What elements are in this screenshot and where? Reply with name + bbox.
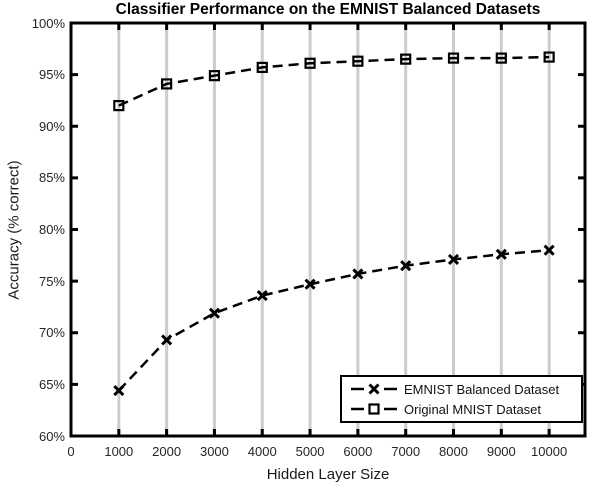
x-tick-label-5000: 5000: [295, 444, 325, 459]
x-tick-label-2000: 2000: [152, 444, 182, 459]
marker-x-point-10000: [543, 244, 555, 256]
y-tick-label-80%: 80%: [38, 222, 65, 237]
y-tick-label-100%: 100%: [31, 15, 65, 31]
series-line-0: [117, 248, 550, 392]
y-axis-label: Accuracy (% correct): [5, 160, 23, 300]
marker-x-point-7000: [400, 260, 412, 272]
marker-square-point-4000: [256, 61, 268, 73]
x-tick-label-10000: 10000: [531, 444, 568, 459]
marker-x-point-3000: [208, 307, 221, 319]
legend-entry-1: Original MNIST Dataset: [351, 400, 581, 419]
x-tick-label-9000: 9000: [486, 444, 516, 459]
marker-x-point-6000: [352, 268, 364, 280]
y-tick-label-95%: 95%: [38, 67, 65, 83]
marker-square-point-10000: [543, 51, 555, 63]
marker-square-point-9000: [495, 52, 507, 64]
marker-x-point-4000: [256, 290, 268, 302]
x-tick-label-0: 0: [67, 444, 75, 459]
series-line-1: [118, 55, 550, 107]
legend: EMNIST Balanced Dataset Original MNIST Da…: [340, 375, 583, 423]
marker-x-point-5000: [304, 278, 316, 290]
marker-x-point-9000: [495, 248, 507, 260]
marker-square-point-5000: [304, 57, 316, 69]
legend-x-sample-icon: [351, 383, 397, 395]
marker-square-point-7000: [400, 53, 412, 65]
legend-marker-x-icon: [368, 383, 380, 395]
marker-square-point-2000: [161, 78, 173, 90]
x-axis-label: Hidden Layer Size: [266, 466, 390, 483]
x-tick-label-6000: 6000: [343, 444, 373, 459]
y-tick-label-75%: 75%: [38, 273, 65, 289]
x-tick-label-7000: 7000: [391, 444, 421, 459]
legend-label-1: Original MNIST Dataset: [404, 401, 542, 417]
x-tick-label-1000: 1000: [104, 444, 134, 459]
legend-square-sample-icon: [351, 403, 397, 415]
y-tick-label-70%: 70%: [38, 325, 65, 341]
y-tick-label-65%: 65%: [38, 376, 65, 392]
y-tick-label-90%: 90%: [38, 118, 65, 134]
marker-square-point-8000: [447, 52, 460, 64]
marker-square-point-1000: [113, 99, 125, 112]
y-tick-label-85%: 85%: [38, 170, 65, 186]
y-tick-label-60%: 60%: [38, 428, 65, 444]
marker-square-point-6000: [352, 55, 364, 67]
marker-x-point-8000: [447, 253, 460, 266]
marker-square-point-3000: [208, 70, 221, 82]
legend-entry-0: EMNIST Balanced Dataset: [351, 380, 581, 399]
legend-label-0: EMNIST Balanced Dataset: [404, 381, 560, 397]
x-tick-label-8000: 8000: [439, 444, 468, 459]
chart-title: Classifier Performance on the EMNIST Bal…: [115, 1, 541, 18]
marker-x-point-2000: [161, 334, 173, 346]
marker-x-point-1000: [113, 385, 125, 397]
legend-marker-square-icon: [368, 403, 380, 415]
x-tick-label-3000: 3000: [199, 444, 229, 459]
x-tick-label-4000: 4000: [247, 444, 277, 459]
